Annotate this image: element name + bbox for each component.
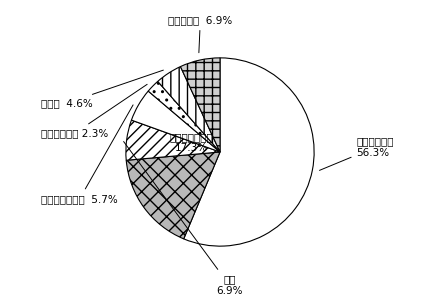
Wedge shape [158,67,220,152]
Text: 病院
6.9%: 病院 6.9% [124,142,243,296]
Wedge shape [184,58,314,246]
Text: 病院以外の施設  5.7%: 病院以外の施設 5.7% [41,105,133,204]
Wedge shape [126,152,220,239]
Wedge shape [148,81,220,152]
Text: 分からない  6.9%: 分からない 6.9% [168,15,232,53]
Text: 独立して暮らす
17.3%: 独立して暮らす 17.3% [170,132,214,154]
Text: 家族と暮らす
56.3%: 家族と暮らす 56.3% [319,136,394,170]
Text: 仲間と暮らす 2.3%: 仲間と暮らす 2.3% [41,84,147,138]
Wedge shape [126,120,220,160]
Wedge shape [132,91,220,152]
Wedge shape [180,58,220,152]
Text: その他  4.6%: その他 4.6% [41,70,163,108]
